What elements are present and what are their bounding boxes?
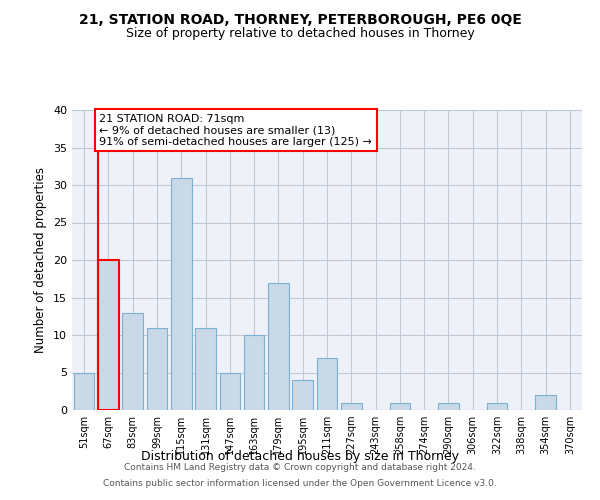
Text: Distribution of detached houses by size in Thorney: Distribution of detached houses by size … [141,450,459,463]
Bar [146,328,167,410]
Bar [389,402,410,410]
Bar [487,402,508,410]
Bar [244,335,265,410]
Bar [122,312,143,410]
Bar [268,282,289,410]
Bar [74,372,94,410]
Text: Size of property relative to detached houses in Thorney: Size of property relative to detached ho… [125,28,475,40]
Text: 21 STATION ROAD: 71sqm
← 9% of detached houses are smaller (13)
91% of semi-deta: 21 STATION ROAD: 71sqm ← 9% of detached … [100,114,372,147]
Bar [98,260,119,410]
Text: Contains public sector information licensed under the Open Government Licence v3: Contains public sector information licen… [103,478,497,488]
Bar [171,178,191,410]
Bar [438,402,459,410]
Text: 21, STATION ROAD, THORNEY, PETERBOROUGH, PE6 0QE: 21, STATION ROAD, THORNEY, PETERBOROUGH,… [79,12,521,26]
Bar [292,380,313,410]
Bar [317,358,337,410]
Bar [195,328,216,410]
Bar [341,402,362,410]
Y-axis label: Number of detached properties: Number of detached properties [34,167,47,353]
Bar [535,395,556,410]
Text: Contains HM Land Registry data © Crown copyright and database right 2024.: Contains HM Land Registry data © Crown c… [124,464,476,472]
Bar [220,372,240,410]
